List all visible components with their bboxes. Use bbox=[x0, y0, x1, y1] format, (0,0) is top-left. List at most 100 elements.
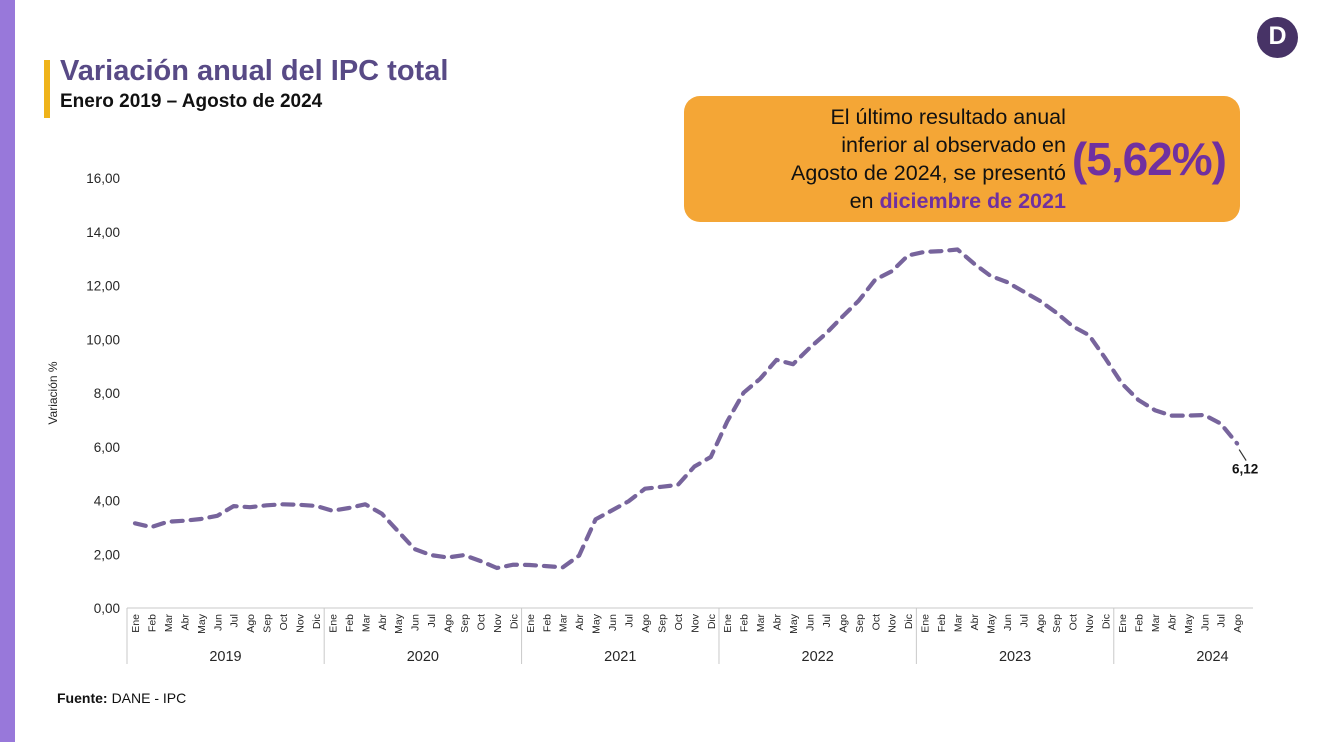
svg-text:2,00: 2,00 bbox=[94, 547, 120, 562]
svg-text:Mar: Mar bbox=[755, 614, 767, 633]
left-accent-bar bbox=[0, 0, 15, 742]
callout-line-4-prefix: en bbox=[849, 189, 880, 213]
svg-text:Feb: Feb bbox=[1133, 614, 1145, 632]
svg-text:Abr: Abr bbox=[179, 614, 191, 631]
source-note: Fuente: DANE - IPC bbox=[57, 690, 186, 706]
svg-text:Feb: Feb bbox=[739, 614, 751, 632]
svg-text:Nov: Nov bbox=[689, 613, 701, 632]
svg-text:Jul: Jul bbox=[229, 614, 241, 627]
svg-text:Ago: Ago bbox=[245, 614, 257, 633]
svg-text:Abr: Abr bbox=[772, 614, 784, 631]
svg-text:Abr: Abr bbox=[377, 614, 389, 631]
svg-text:Mar: Mar bbox=[558, 614, 570, 633]
svg-text:Jul: Jul bbox=[1018, 614, 1030, 627]
svg-text:Jul: Jul bbox=[426, 614, 438, 627]
svg-text:Oct: Oct bbox=[1068, 614, 1080, 630]
svg-text:4,00: 4,00 bbox=[94, 494, 120, 509]
svg-text:Oct: Oct bbox=[278, 614, 290, 630]
title-accent-bar bbox=[44, 60, 50, 118]
callout-line-1: El último resultado anual bbox=[830, 105, 1066, 129]
svg-text:Feb: Feb bbox=[146, 614, 158, 632]
svg-text:Abr: Abr bbox=[574, 614, 586, 631]
dane-logo-icon: D bbox=[1257, 17, 1298, 58]
svg-text:Jul: Jul bbox=[624, 614, 636, 627]
svg-text:16,00: 16,00 bbox=[86, 171, 120, 186]
svg-text:Ene: Ene bbox=[722, 614, 734, 633]
svg-text:6,00: 6,00 bbox=[94, 440, 120, 455]
svg-text:14,00: 14,00 bbox=[86, 225, 120, 240]
svg-text:May: May bbox=[196, 613, 208, 634]
callout-box: El último resultado anual inferior al ob… bbox=[684, 96, 1240, 222]
svg-text:May: May bbox=[393, 613, 405, 634]
svg-text:Jul: Jul bbox=[821, 614, 833, 627]
svg-text:Oct: Oct bbox=[475, 614, 487, 630]
svg-text:Ago: Ago bbox=[443, 614, 455, 633]
callout-text: El último resultado anual inferior al ob… bbox=[791, 103, 1066, 215]
source-label: Fuente: bbox=[57, 690, 108, 706]
svg-text:Mar: Mar bbox=[163, 614, 175, 633]
svg-text:Jun: Jun bbox=[1199, 614, 1211, 631]
svg-text:2023: 2023 bbox=[999, 649, 1031, 665]
svg-text:Jun: Jun bbox=[212, 614, 224, 631]
svg-text:Mar: Mar bbox=[953, 614, 965, 633]
page-subtitle: Enero 2019 – Agosto de 2024 bbox=[60, 90, 323, 112]
svg-text:Jun: Jun bbox=[804, 614, 816, 631]
source-value: DANE - IPC bbox=[111, 690, 187, 706]
header: Variación anual del IPC total Enero 2019… bbox=[44, 55, 449, 118]
svg-text:10,00: 10,00 bbox=[86, 332, 120, 347]
svg-text:May: May bbox=[591, 613, 603, 634]
page-title: Variación anual del IPC total bbox=[60, 55, 449, 87]
svg-text:Ago: Ago bbox=[640, 614, 652, 633]
svg-text:Ene: Ene bbox=[130, 614, 142, 633]
callout-value: (5,62%) bbox=[1071, 133, 1227, 185]
svg-text:Mar: Mar bbox=[360, 614, 372, 633]
svg-text:2022: 2022 bbox=[802, 649, 834, 665]
svg-text:May: May bbox=[985, 613, 997, 634]
svg-text:Sep: Sep bbox=[854, 614, 866, 633]
svg-text:Ene: Ene bbox=[327, 614, 339, 633]
svg-text:May: May bbox=[1183, 613, 1195, 634]
callout-highlight-date: diciembre de 2021 bbox=[879, 189, 1066, 213]
svg-text:Sep: Sep bbox=[656, 614, 668, 633]
svg-text:Ago: Ago bbox=[1035, 614, 1047, 633]
svg-text:8,00: 8,00 bbox=[94, 386, 120, 401]
svg-text:Jun: Jun bbox=[410, 614, 422, 631]
svg-text:Feb: Feb bbox=[541, 614, 553, 632]
svg-text:Nov: Nov bbox=[295, 613, 307, 632]
dane-logo-letter: D bbox=[1268, 22, 1287, 50]
title-block: Variación anual del IPC total Enero 2019… bbox=[60, 55, 449, 118]
svg-text:12,00: 12,00 bbox=[86, 279, 120, 294]
svg-text:Abr: Abr bbox=[969, 614, 981, 631]
svg-text:Sep: Sep bbox=[459, 614, 471, 633]
svg-text:Jun: Jun bbox=[607, 614, 619, 631]
svg-text:2021: 2021 bbox=[604, 649, 636, 665]
svg-text:Feb: Feb bbox=[936, 614, 948, 632]
svg-text:Dic: Dic bbox=[903, 614, 915, 629]
svg-text:Nov: Nov bbox=[887, 613, 899, 632]
svg-text:Nov: Nov bbox=[1084, 613, 1096, 632]
svg-text:Jun: Jun bbox=[1002, 614, 1014, 631]
svg-text:2024: 2024 bbox=[1196, 649, 1228, 665]
svg-text:Ene: Ene bbox=[525, 614, 537, 633]
svg-text:Dic: Dic bbox=[706, 614, 718, 629]
svg-text:Dic: Dic bbox=[1101, 614, 1113, 629]
svg-text:6,12: 6,12 bbox=[1232, 462, 1258, 477]
svg-text:2019: 2019 bbox=[209, 649, 241, 665]
svg-text:Ene: Ene bbox=[1117, 614, 1129, 633]
svg-text:Oct: Oct bbox=[673, 614, 685, 630]
svg-text:Ene: Ene bbox=[920, 614, 932, 633]
svg-text:Mar: Mar bbox=[1150, 614, 1162, 633]
svg-text:Dic: Dic bbox=[508, 614, 520, 629]
svg-text:0,00: 0,00 bbox=[94, 601, 120, 616]
svg-text:Jul: Jul bbox=[1216, 614, 1228, 627]
svg-text:Oct: Oct bbox=[870, 614, 882, 630]
svg-text:2020: 2020 bbox=[407, 649, 439, 665]
callout-line-2: inferior al observado en bbox=[841, 133, 1066, 157]
svg-text:Nov: Nov bbox=[492, 613, 504, 632]
svg-text:Abr: Abr bbox=[1166, 614, 1178, 631]
svg-text:Sep: Sep bbox=[1051, 614, 1063, 633]
svg-text:Sep: Sep bbox=[262, 614, 274, 633]
callout-line-3: Agosto de 2024, se presentó bbox=[790, 161, 1066, 185]
